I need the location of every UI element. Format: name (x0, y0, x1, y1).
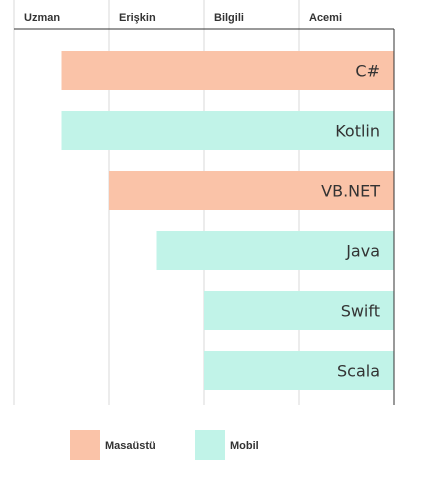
bar-label: Kotlin (335, 122, 380, 141)
bar-labels: C# Kotlin VB.NET Java Swift Scala (321, 62, 380, 381)
bar-label: Scala (337, 362, 380, 381)
bar-scala (204, 351, 394, 390)
x-tick-label: Bilgili (214, 12, 244, 24)
bar-label: VB.NET (321, 182, 380, 201)
bars (61, 51, 394, 390)
x-axis-labels: Uzman Erişkin Bilgili Acemi (24, 12, 342, 24)
legend-swatch (195, 430, 225, 460)
x-tick-label: Uzman (24, 12, 60, 24)
x-tick-label: Acemi (309, 12, 342, 24)
legend-swatch (70, 430, 100, 460)
bar-label: Swift (341, 302, 380, 321)
axis-frame (14, 28, 395, 405)
bar-label: Java (345, 242, 380, 261)
x-tick-label: Erişkin (119, 12, 156, 24)
bar-c- (61, 51, 394, 90)
bar-label: C# (355, 62, 380, 81)
bar-java (156, 231, 394, 270)
bar-vb-net (109, 171, 394, 210)
bar-kotlin (61, 111, 394, 150)
legend: Masaüstü Mobil (70, 430, 259, 460)
bar-swift (204, 291, 394, 330)
legend-label: Mobil (230, 440, 259, 452)
legend-label: Masaüstü (105, 440, 156, 452)
